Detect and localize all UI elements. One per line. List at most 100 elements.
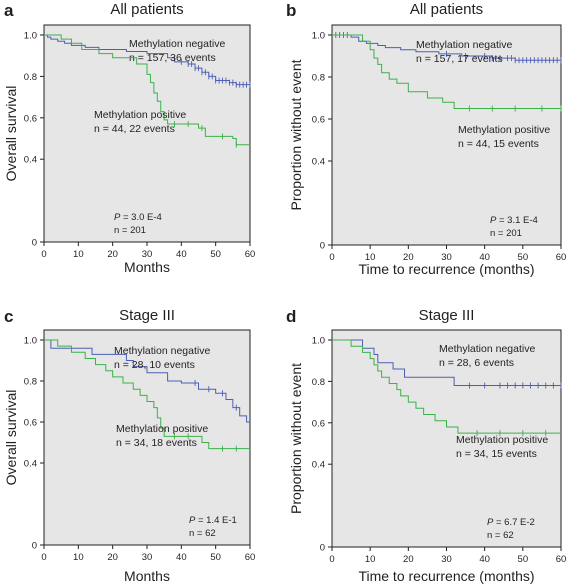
x-tick-label: 60: [556, 252, 567, 263]
x-tick-label: 30: [441, 252, 452, 263]
x-tick-label: 60: [245, 552, 256, 563]
y-axis-label: Overall survival: [3, 390, 19, 486]
series-label-negative: n = 157, 17 events: [416, 53, 503, 65]
p-value-text: = 3.1 E-4: [496, 215, 537, 226]
x-tick-label: 20: [107, 249, 118, 260]
x-axis-label: Months: [124, 568, 170, 584]
p-value-text: = 6.7 E-2: [493, 517, 534, 528]
panel-title: Stage III: [119, 307, 175, 324]
panel-letter: b: [286, 1, 296, 20]
x-tick-label: 30: [441, 554, 452, 565]
series-label-positive: Methylation positive: [456, 434, 548, 446]
plot-area: [43, 329, 251, 546]
x-tick-label: 50: [518, 554, 529, 565]
x-tick-label: 0: [41, 552, 46, 563]
y-tick-label: 0.8: [312, 377, 325, 388]
sample-size: n = 201: [490, 228, 522, 239]
p-symbol: P: [490, 215, 497, 226]
p-symbol: P: [189, 515, 196, 526]
km-curve-positive: [332, 34, 561, 109]
x-tick-label: 20: [403, 554, 414, 565]
km-curve-negative: [44, 34, 250, 86]
series-label-positive: n = 34, 18 events: [116, 437, 197, 449]
y-axis-label: Proportion without event: [288, 363, 304, 514]
x-tick-label: 0: [329, 554, 334, 565]
series-label-positive: n = 34, 15 events: [456, 448, 537, 460]
sample-size: n = 62: [189, 528, 216, 539]
panel-letter: d: [286, 307, 296, 326]
y-tick-label: 0.8: [24, 377, 37, 388]
y-tick-label: 0.4: [24, 155, 37, 166]
p-value-text: = 1.4 E-1: [195, 515, 236, 526]
x-tick-label: 40: [176, 552, 187, 563]
series-label-negative: Methylation negative: [439, 343, 535, 355]
panel-title: All patients: [110, 1, 183, 18]
panel-letter: a: [4, 1, 14, 20]
km-curve-positive: [44, 339, 250, 450]
p-value: P = 3.0 E-4: [114, 212, 162, 223]
series-label-negative: n = 28, 6 events: [439, 357, 514, 369]
x-tick-label: 50: [210, 249, 221, 260]
y-tick-label: 0.8: [24, 72, 37, 83]
x-tick-label: 40: [176, 249, 187, 260]
x-tick-label: 20: [403, 252, 414, 263]
km-panel-d: d Stage III 0 0.4 0.6 0.8 1.0 0 10 20 30 40 50 60 Time…: [286, 307, 566, 584]
km-curve-negative: [332, 339, 561, 387]
y-tick-label: 1.0: [312, 31, 325, 42]
p-symbol: P: [487, 517, 494, 528]
y-tick-label: 0: [32, 541, 37, 552]
x-tick-label: 10: [365, 554, 376, 565]
y-tick-label: 0.4: [312, 157, 325, 168]
km-curve-positive: [332, 339, 561, 434]
panel-title: All patients: [410, 1, 483, 18]
x-axis-label: Time to recurrence (months): [358, 568, 534, 584]
y-tick-label: 1.0: [24, 31, 37, 42]
series-label-negative: Methylation negative: [129, 38, 225, 50]
x-tick-label: 30: [142, 552, 153, 563]
plot-area: [331, 329, 562, 548]
km-curve-positive: [44, 34, 250, 146]
y-tick-label: 0.8: [312, 73, 325, 84]
series-label-positive: Methylation positive: [458, 124, 550, 136]
y-tick-label: 0: [320, 241, 325, 252]
panel-title: Stage III: [419, 307, 475, 324]
panel-letter: c: [4, 307, 13, 326]
x-tick-label: 40: [479, 554, 490, 565]
series-label-negative: n = 28, 10 events: [114, 359, 195, 371]
x-tick-label: 50: [518, 252, 529, 263]
x-tick-label: 20: [107, 552, 118, 563]
p-value: P = 6.7 E-2: [487, 517, 535, 528]
x-axis-label: Time to recurrence (months): [358, 261, 534, 277]
sample-size: n = 201: [114, 225, 146, 236]
y-tick-label: 0.4: [24, 459, 37, 470]
series-label-negative: Methylation negative: [114, 345, 210, 357]
y-tick-label: 0.6: [312, 115, 325, 126]
series-label-negative: Methylation negative: [416, 39, 512, 51]
y-tick-label: 0.6: [312, 418, 325, 429]
x-tick-label: 60: [556, 554, 567, 565]
x-tick-label: 10: [73, 552, 84, 563]
series-label-positive: n = 44, 22 events: [94, 123, 175, 135]
plot-area: [43, 24, 251, 243]
y-tick-label: 0.6: [24, 113, 37, 124]
p-value: P = 3.1 E-4: [490, 215, 538, 226]
x-tick-label: 30: [142, 249, 153, 260]
p-symbol: P: [114, 212, 121, 223]
x-tick-label: 10: [365, 252, 376, 263]
y-tick-label: 1.0: [312, 336, 325, 347]
y-tick-label: 0.6: [24, 418, 37, 429]
series-label-negative: n = 157, 36 events: [129, 52, 216, 64]
x-axis-label: Months: [124, 259, 170, 275]
km-panel-c: c Stage III 0 0.4 0.6 0.8 1.0 0 10 20 30 40 50 60 Mont…: [3, 307, 255, 584]
series-label-positive: Methylation positive: [116, 423, 208, 435]
x-tick-label: 10: [73, 249, 84, 260]
series-label-positive: n = 44, 15 events: [458, 138, 539, 150]
series-label-positive: Methylation positive: [94, 109, 186, 121]
y-axis-label: Proportion without event: [288, 59, 304, 210]
y-axis-label: Overall survival: [3, 86, 19, 182]
x-tick-label: 50: [210, 552, 221, 563]
km-panel-a: a All patients 0 0.4 0.6 0.8 1.0 0 10 20 30 40 50 60 M…: [3, 1, 255, 275]
x-tick-label: 0: [329, 252, 334, 263]
p-value: P = 1.4 E-1: [189, 515, 237, 526]
